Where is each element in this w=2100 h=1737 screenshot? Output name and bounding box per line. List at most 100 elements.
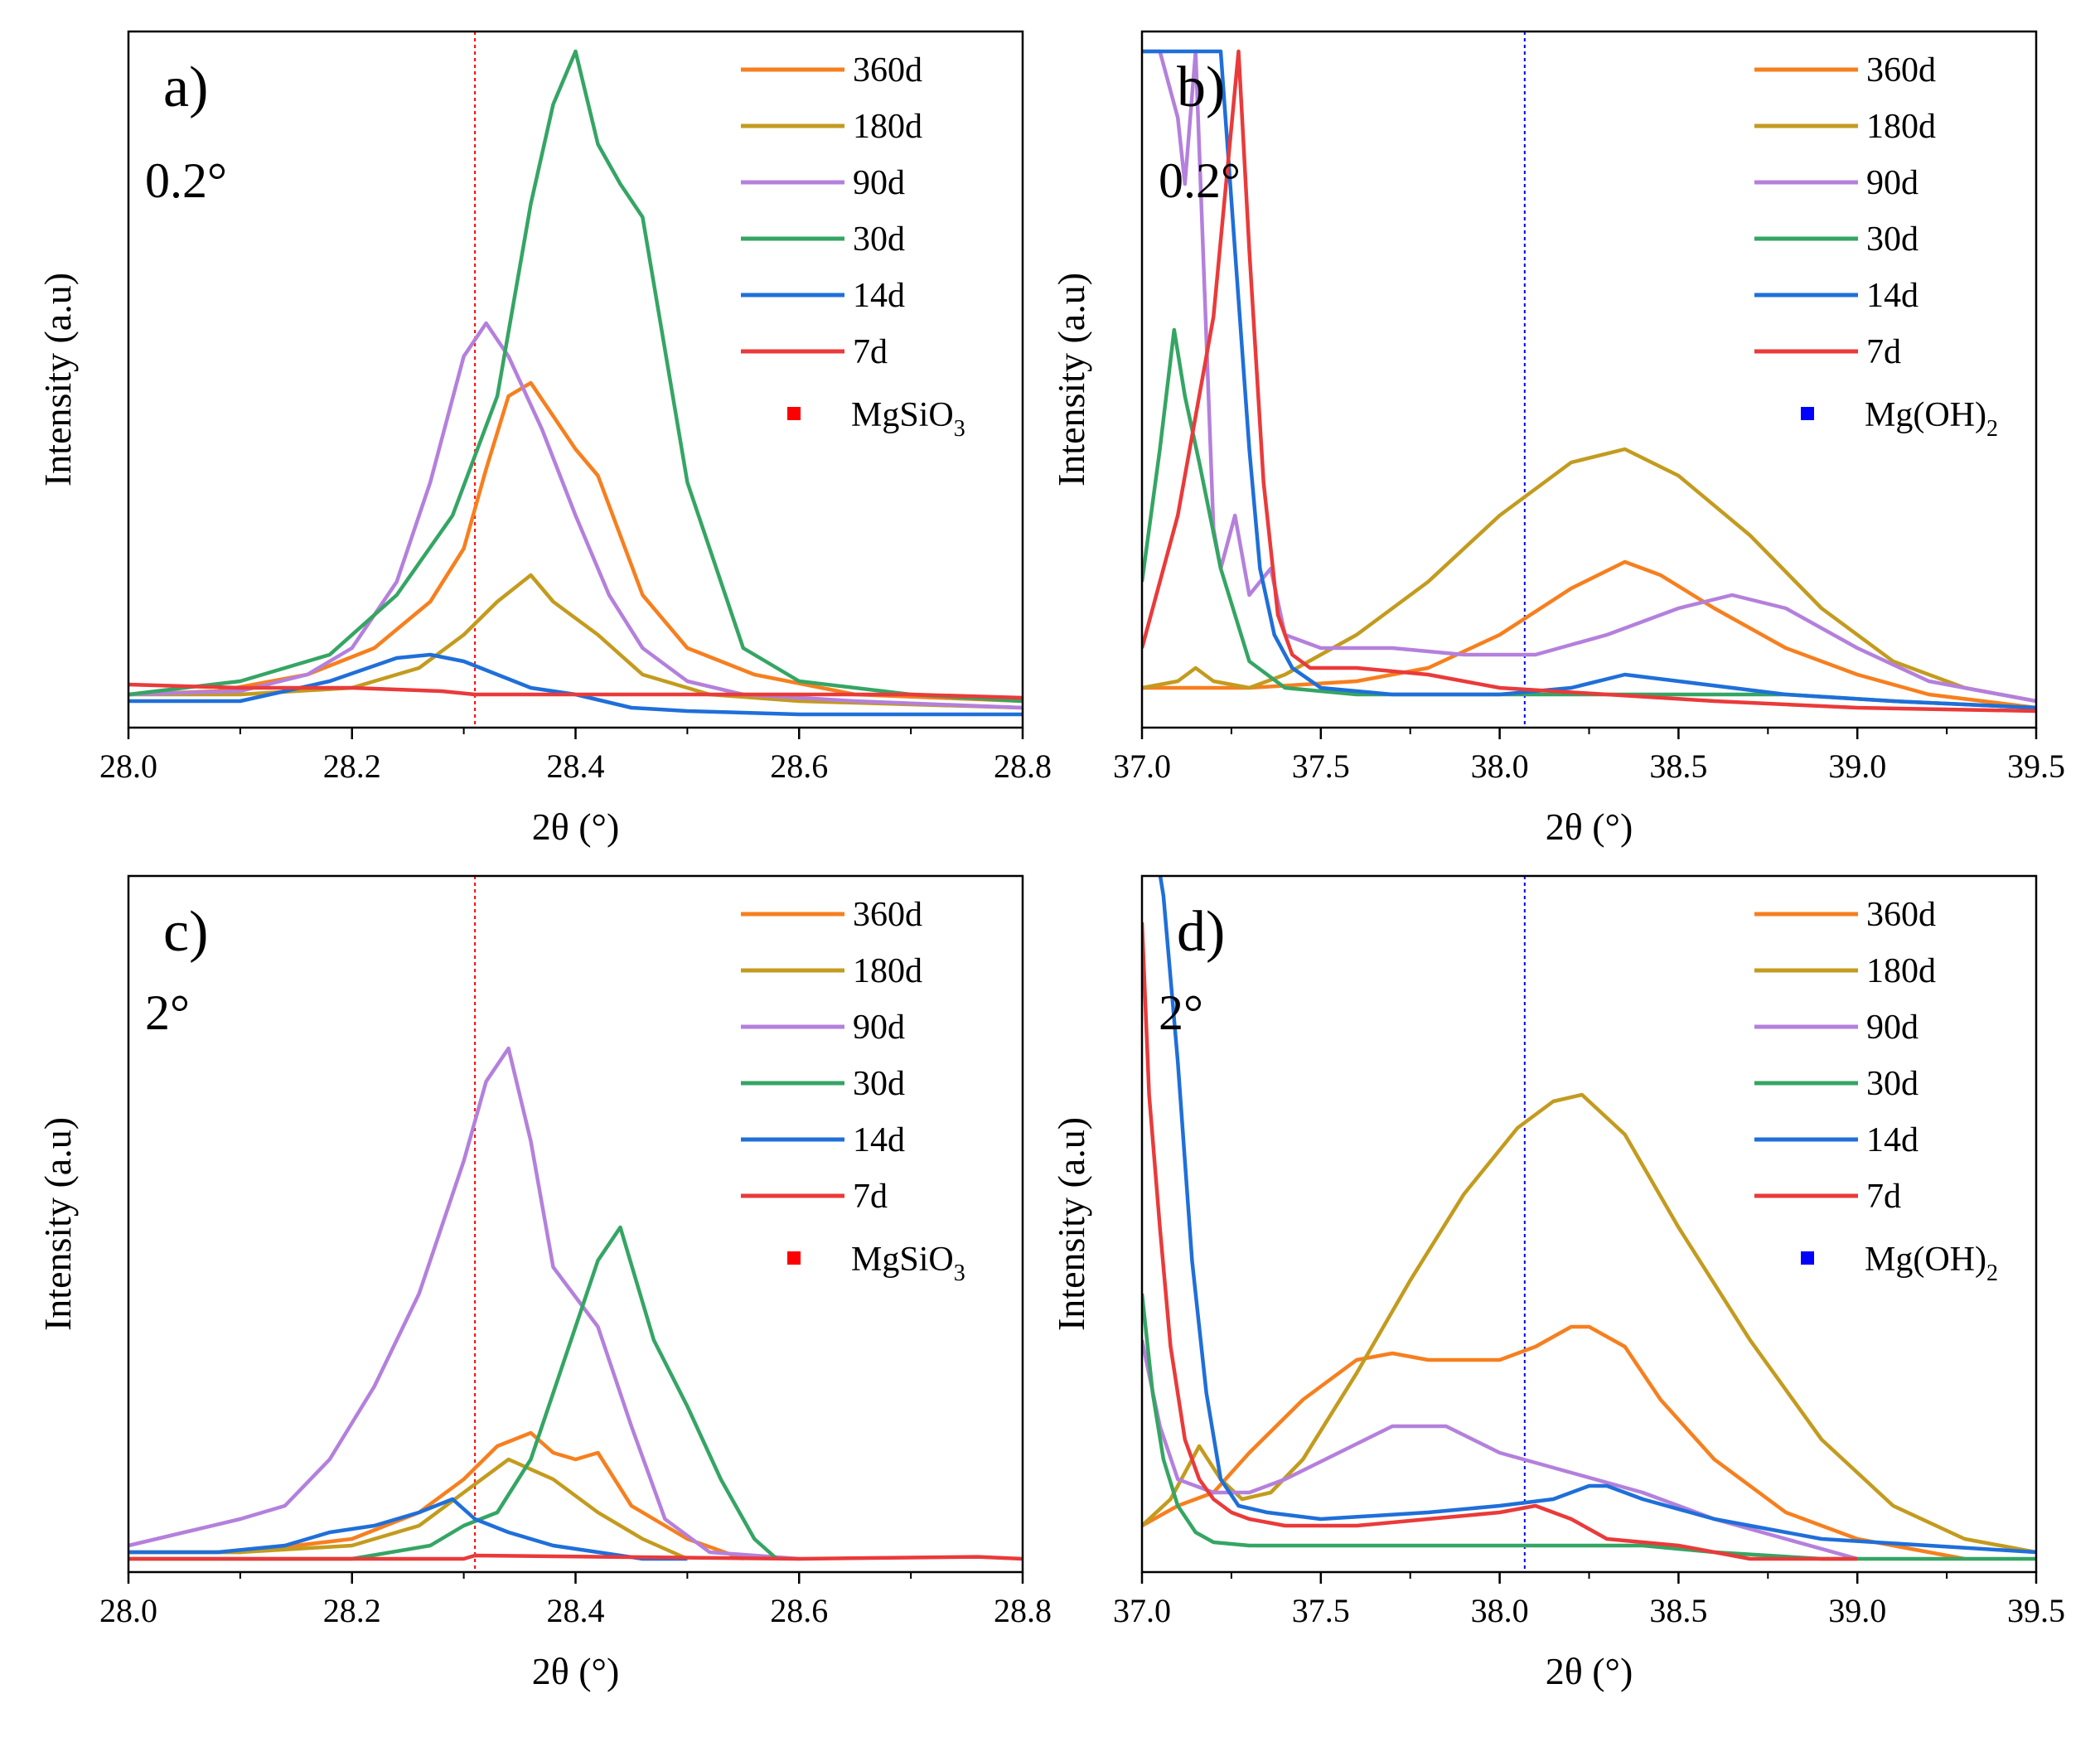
series-line-14d — [128, 652, 1023, 717]
series-group — [128, 1046, 1023, 1561]
x-tick-label: 28.6 — [770, 748, 828, 785]
x-axis-label: 2θ (°) — [532, 1650, 620, 1692]
legend-marker-reference — [1801, 1251, 1814, 1265]
series-line-7d — [1142, 49, 2036, 714]
legend-label-14d: 14d — [853, 277, 905, 315]
legend: 360d 180d 90d 30d 14d 7d Mg(OH)2 — [1754, 51, 1998, 442]
series-line-360d — [1142, 559, 2036, 710]
legend-label-14d: 14d — [853, 1121, 905, 1159]
x-tick-label: 39.5 — [2007, 1592, 2065, 1629]
x-tick-label: 28.4 — [547, 748, 605, 785]
x-tick-label: 28.2 — [323, 748, 381, 785]
series-line-180d — [1142, 447, 2036, 704]
legend: 360d 180d 90d 30d 14d 7d MgSiO3 — [741, 896, 965, 1286]
x-tick-label: 38.5 — [1649, 748, 1707, 785]
series-line-14d — [1142, 49, 2036, 710]
x-tick-label: 28.0 — [99, 1592, 157, 1629]
x-tick-label: 39.0 — [1828, 748, 1886, 785]
legend-label-30d: 30d — [853, 1065, 905, 1103]
panel-letter: a) — [163, 56, 208, 119]
legend-marker-reference — [1801, 407, 1814, 420]
legend-label-360d: 360d — [853, 51, 922, 90]
legend-label-180d: 180d — [853, 108, 922, 146]
x-tick-label: 38.0 — [1471, 748, 1529, 785]
legend-label-180d: 180d — [1866, 108, 1936, 146]
legend-label-reference: MgSiO3 — [851, 396, 965, 442]
x-tick-label: 28.8 — [994, 748, 1052, 785]
x-tick-label: 28.0 — [99, 748, 157, 785]
series-line-30d — [128, 1225, 778, 1561]
series-line-7d — [128, 1553, 1023, 1561]
series-line-7d — [1142, 922, 1858, 1561]
series-line-14d — [128, 1497, 688, 1561]
legend-label-14d: 14d — [1866, 1121, 1919, 1159]
series-group — [1142, 49, 2036, 714]
scan-angle-label: 0.2° — [1159, 153, 1241, 208]
legend-label-90d: 90d — [853, 1009, 905, 1047]
x-tick-label: 38.5 — [1649, 1592, 1707, 1629]
series-line-180d — [128, 1457, 689, 1561]
x-tick-label: 28.4 — [547, 1592, 605, 1629]
x-tick-label: 37.0 — [1113, 1592, 1171, 1629]
legend-label-reference: Mg(OH)2 — [1865, 1241, 1998, 1286]
legend-label-7d: 7d — [1866, 1178, 1901, 1216]
x-axis-label: 2θ (°) — [1546, 806, 1633, 848]
x-tick-label: 39.0 — [1828, 1592, 1886, 1629]
scan-angle-label: 2° — [145, 985, 190, 1040]
series-line-90d — [1142, 1339, 1858, 1561]
y-axis-label: Intensity (a.u) — [1050, 273, 1092, 486]
legend-label-360d: 360d — [853, 896, 922, 934]
legend: 360d 180d 90d 30d 14d 7d Mg(OH)2 — [1754, 896, 1998, 1286]
legend-label-180d: 180d — [853, 952, 922, 990]
legend-label-30d: 30d — [1866, 1065, 1919, 1103]
panel-letter: b) — [1177, 56, 1225, 119]
x-tick-label: 39.5 — [2007, 748, 2065, 785]
legend-label-90d: 90d — [1866, 164, 1919, 202]
x-axis-label: 2θ (°) — [532, 806, 620, 848]
legend-marker-reference — [787, 407, 801, 420]
x-axis-label: 2θ (°) — [1546, 1650, 1633, 1692]
series-group — [1142, 876, 2036, 1561]
legend-label-7d: 7d — [853, 1178, 888, 1216]
series-line-90d — [128, 321, 1023, 710]
legend-label-30d: 30d — [853, 220, 905, 259]
x-tick-label: 37.5 — [1292, 1592, 1350, 1629]
scan-angle-label: 2° — [1159, 985, 1203, 1040]
legend-label-90d: 90d — [853, 164, 905, 202]
series-line-30d — [1142, 1293, 2036, 1561]
legend-marker-reference — [787, 1251, 801, 1265]
x-tick-label: 37.5 — [1292, 748, 1350, 785]
legend-label-7d: 7d — [853, 333, 888, 371]
legend-label-360d: 360d — [1866, 896, 1936, 934]
series-group — [128, 49, 1023, 717]
series-line-14d — [1158, 876, 2036, 1555]
legend-label-30d: 30d — [1866, 220, 1919, 259]
panel-d: 37.0 37.5 38.0 38.5 39.0 39.5 2θ (°) Intensity … — [1050, 874, 2065, 1692]
panel-letter: c) — [163, 900, 208, 964]
y-axis-label: Intensity (a.u) — [36, 273, 79, 486]
series-line-360d — [128, 380, 1023, 704]
x-tick-label: 28.8 — [994, 1592, 1052, 1629]
series-line-30d — [128, 49, 1023, 704]
legend-label-180d: 180d — [1866, 952, 1936, 990]
legend: 360d 180d 90d 30d 14d 7d MgSiO3 — [741, 51, 965, 442]
x-tick-label: 37.0 — [1113, 748, 1171, 785]
legend-label-reference: Mg(OH)2 — [1865, 396, 1998, 442]
x-tick-label: 28.6 — [770, 1592, 828, 1629]
panel-c: 28.0 28.2 28.4 28.6 28.8 2θ (°) Intensity (a.u… — [36, 874, 1052, 1692]
scan-angle-label: 0.2° — [145, 153, 227, 208]
y-axis-label: Intensity (a.u) — [36, 1117, 79, 1331]
x-tick-label: 28.2 — [323, 1592, 381, 1629]
series-line-360d — [128, 1430, 744, 1561]
legend-label-7d: 7d — [1866, 333, 1901, 371]
legend-label-14d: 14d — [1866, 277, 1919, 315]
legend-label-reference: MgSiO3 — [851, 1241, 965, 1286]
series-line-30d — [1142, 327, 2036, 710]
panel-a: 28.0 28.2 28.4 28.6 28.8 2θ (°) Intensity (a.u… — [36, 30, 1052, 848]
series-line-360d — [1142, 1324, 1966, 1561]
series-line-7d — [128, 682, 1023, 700]
legend-label-90d: 90d — [1866, 1009, 1919, 1047]
series-line-90d — [128, 1046, 800, 1561]
x-tick-label: 38.0 — [1471, 1592, 1529, 1629]
